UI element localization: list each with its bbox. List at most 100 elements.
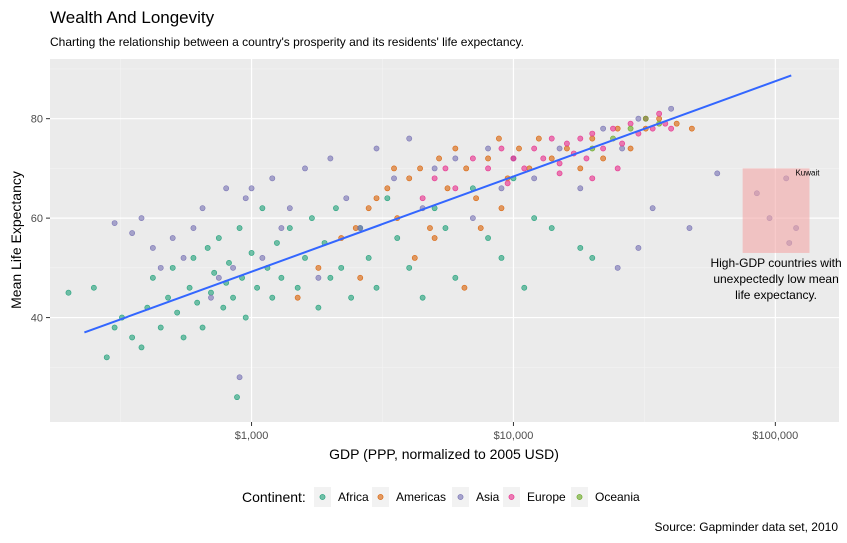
data-point-africa [230,294,236,301]
data-point-africa [485,235,491,241]
data-point-asia [169,235,176,241]
plot-panel: Kuwait High-GDP countries with unexpecte… [50,59,842,422]
x-tick-label: $100,000 [752,430,798,442]
data-point-asia [248,185,255,192]
data-point-americas [477,225,484,231]
data-point-africa [521,284,528,291]
x-tick-label: $1,000 [235,430,269,442]
data-point-americas [452,145,459,152]
trend-line-group [84,74,792,334]
data-point-africa [190,255,197,261]
data-point-africa [548,225,555,231]
data-point-europe [521,165,528,172]
data-point-africa [373,284,380,291]
data-point-africa [234,394,240,401]
data-point-americas [577,165,584,172]
data-point-asia [600,125,607,132]
data-point-africa [315,304,322,311]
data-point-europe [504,180,511,187]
data-point-africa [242,314,249,321]
data-point-asia [190,225,197,231]
data-point-americas [417,165,423,172]
y-axis-label: Mean Life Expectancy [8,171,24,309]
data-point-americas [315,264,322,271]
highlight-box [742,168,810,253]
data-point-africa [220,304,227,311]
data-point-africa [149,274,156,281]
data-point-europe [614,165,621,172]
legend-label-asia: Asia [476,490,500,504]
data-point-europe [419,195,426,202]
data-point-americas [600,155,607,162]
data-point-americas [535,135,542,142]
data-point-americas [564,145,570,152]
data-point-africa [254,284,260,291]
data-point-asia [373,145,380,152]
data-point-americas [373,195,380,202]
data-point-africa [169,264,176,271]
data-point-europe [531,145,538,152]
chart-title: Wealth And Longevity [50,8,215,27]
data-point-europe [556,170,563,177]
data-point-americas [473,195,479,202]
data-point-africa [226,259,232,266]
data-point-africa [274,240,280,246]
data-point-asia [485,145,491,152]
legend-swatch-americas [377,494,384,500]
data-point-asia [431,165,438,172]
data-point-africa [384,195,391,202]
legend-title: Continent: [242,489,306,505]
data-point-europe [577,135,584,142]
x-axis-label: GDP (PPP, normalized to 2005 USD) [329,446,559,462]
data-point-africa [199,324,206,331]
data-point-asia [259,255,266,261]
data-point-africa [327,274,334,281]
data-point-asia [180,255,187,261]
data-point-americas [589,135,596,142]
data-point-africa [174,309,181,316]
data-point-europe [469,155,476,162]
data-point-africa [531,215,538,222]
data-point-africa [259,205,266,212]
data-point-asia [302,165,308,172]
data-point-asia [714,170,721,177]
data-point-asia [286,205,293,212]
legend-swatch-europe [508,494,515,500]
data-point-americas [656,115,663,122]
data-point-africa [577,245,584,251]
data-point-americas [406,175,413,182]
data-point-asia [406,135,413,142]
data-point-africa [348,294,355,301]
data-point-oceania [642,115,649,122]
data-point-europe [442,165,449,172]
data-point-africa [204,245,211,251]
data-point-europe [556,160,563,167]
data-point-europe [510,155,517,162]
source-note: Source: Gapminder data set, 2010 [655,520,839,534]
data-point-americas [431,235,438,241]
data-point-asia [619,145,626,152]
data-point-africa [498,255,505,261]
axes: $1,000 $10,000 $100,000 40 60 80 [31,114,799,442]
data-point-asia [149,245,156,251]
data-point-europe [583,155,590,162]
data-point-asia [315,274,322,281]
data-point-europe [668,125,675,132]
data-point-asia [230,264,236,271]
data-point-africa [65,289,72,296]
data-point-americas [673,120,680,127]
annotation-line-3: life expectancy. [735,288,817,302]
data-point-americas [461,284,468,291]
data-point-asia [215,274,222,281]
data-point-asia [111,220,118,226]
data-point-europe [589,175,596,182]
data-point-americas [427,225,433,231]
data-point-africa [165,294,171,301]
legend: Continent: Africa Americas Asia Europe Ocean… [242,487,640,507]
legend-swatch-africa [319,494,326,500]
data-point-americas [365,205,372,212]
data-point-asia [577,185,584,192]
data-point-asia [635,245,642,251]
data-point-europe [564,140,570,147]
data-point-africa [180,334,187,341]
